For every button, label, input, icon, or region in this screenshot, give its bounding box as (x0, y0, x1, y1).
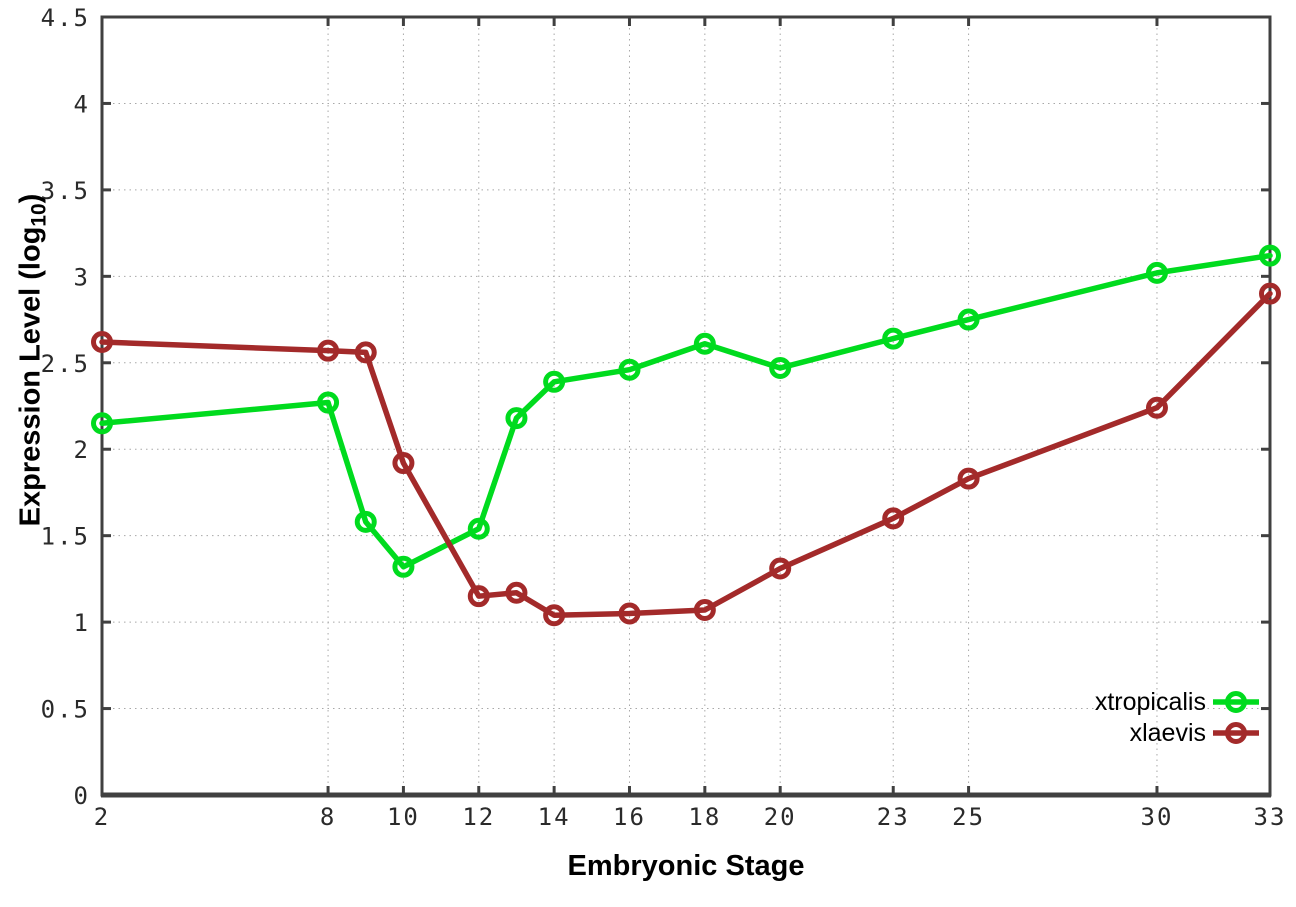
data-point-xtropicalis-stage-18 (693, 332, 716, 355)
data-point-xlaevis-stage-2 (91, 331, 113, 354)
legend-marker-sample-xtropicalis (1225, 691, 1247, 713)
legend-label-xlaevis: xlaevis (1129, 719, 1206, 747)
data-point-xlaevis-stage-12 (467, 585, 490, 608)
x-tick-label: 8 (320, 803, 336, 831)
legend-marker-sample-xlaevis (1225, 722, 1247, 744)
x-tick-label: 30 (1141, 803, 1174, 831)
x-axis-label: Embryonic Stage (567, 850, 805, 882)
y-tick-label: 0.5 (41, 696, 90, 724)
data-point-xlaevis-stage-16 (618, 602, 641, 625)
data-point-xtropicalis-stage-25 (957, 308, 980, 331)
x-tick-label: 2 (94, 803, 110, 831)
y-tick-label: 1.5 (41, 523, 90, 551)
data-point-xlaevis-stage-9 (354, 341, 377, 364)
legend: xtropicalis xlaevis (1095, 687, 1206, 749)
y-axis-label: Expression Level (log10) (15, 194, 52, 527)
x-tick-label: 18 (688, 803, 721, 831)
data-point-xlaevis-stage-18 (693, 599, 716, 622)
data-point-xlaevis-stage-10 (392, 452, 415, 475)
series-line-xlaevis (99, 290, 1273, 618)
data-point-xtropicalis-stage-30 (1145, 261, 1168, 284)
y-tick-label: 3.5 (41, 177, 90, 205)
x-tick-label: 16 (613, 803, 646, 831)
x-tick-label: 14 (538, 803, 571, 831)
data-point-xtropicalis-stage-10 (392, 555, 415, 578)
series-line-xtropicalis (99, 252, 1273, 570)
y-tick-label: 4 (74, 90, 90, 118)
data-point-xlaevis-stage-8 (317, 339, 340, 362)
y-tick-label: 1 (74, 609, 90, 637)
y-tick-label: 2.5 (41, 350, 90, 378)
data-point-xtropicalis-stage-8 (317, 391, 340, 414)
data-point-xtropicalis-stage-12 (467, 517, 490, 540)
data-point-xlaevis-stage-13 (505, 581, 528, 604)
x-tick-label: 33 (1254, 803, 1287, 831)
x-tick-label: 10 (387, 803, 420, 831)
legend-label-xtropicalis: xtropicalis (1094, 688, 1206, 716)
y-tick-label: 3 (74, 263, 90, 291)
y-axis-label-subscript: 10 (27, 203, 51, 227)
x-tick-label: 23 (877, 803, 910, 831)
data-point-xtropicalis-stage-23 (882, 327, 905, 350)
data-point-xlaevis-stage-25 (957, 467, 980, 490)
data-point-xlaevis-stage-14 (543, 604, 566, 627)
data-point-xtropicalis-stage-14 (543, 370, 566, 393)
y-tick-label: 2 (74, 436, 90, 464)
data-point-xtropicalis-stage-13 (505, 407, 528, 430)
y-tick-label: 4.5 (41, 4, 90, 32)
data-point-xtropicalis-stage-16 (618, 358, 641, 381)
data-point-xlaevis-stage-30 (1145, 396, 1168, 419)
data-point-xlaevis-stage-33 (1259, 282, 1281, 305)
y-tick-label: 0 (74, 782, 90, 810)
y-axis-label-text: Expression Level (log (14, 226, 47, 527)
data-point-xtropicalis-stage-2 (91, 412, 113, 435)
data-point-xlaevis-stage-20 (769, 557, 792, 580)
x-tick-label: 20 (764, 803, 797, 831)
y-axis-label-close: ) (14, 193, 47, 204)
data-point-xlaevis-stage-23 (882, 507, 905, 530)
data-point-xtropicalis-stage-20 (769, 356, 792, 379)
data-point-xtropicalis-stage-9 (354, 510, 377, 533)
x-tick-label: 12 (462, 803, 495, 831)
data-point-xtropicalis-stage-33 (1259, 244, 1281, 267)
x-tick-label: 25 (952, 803, 985, 831)
